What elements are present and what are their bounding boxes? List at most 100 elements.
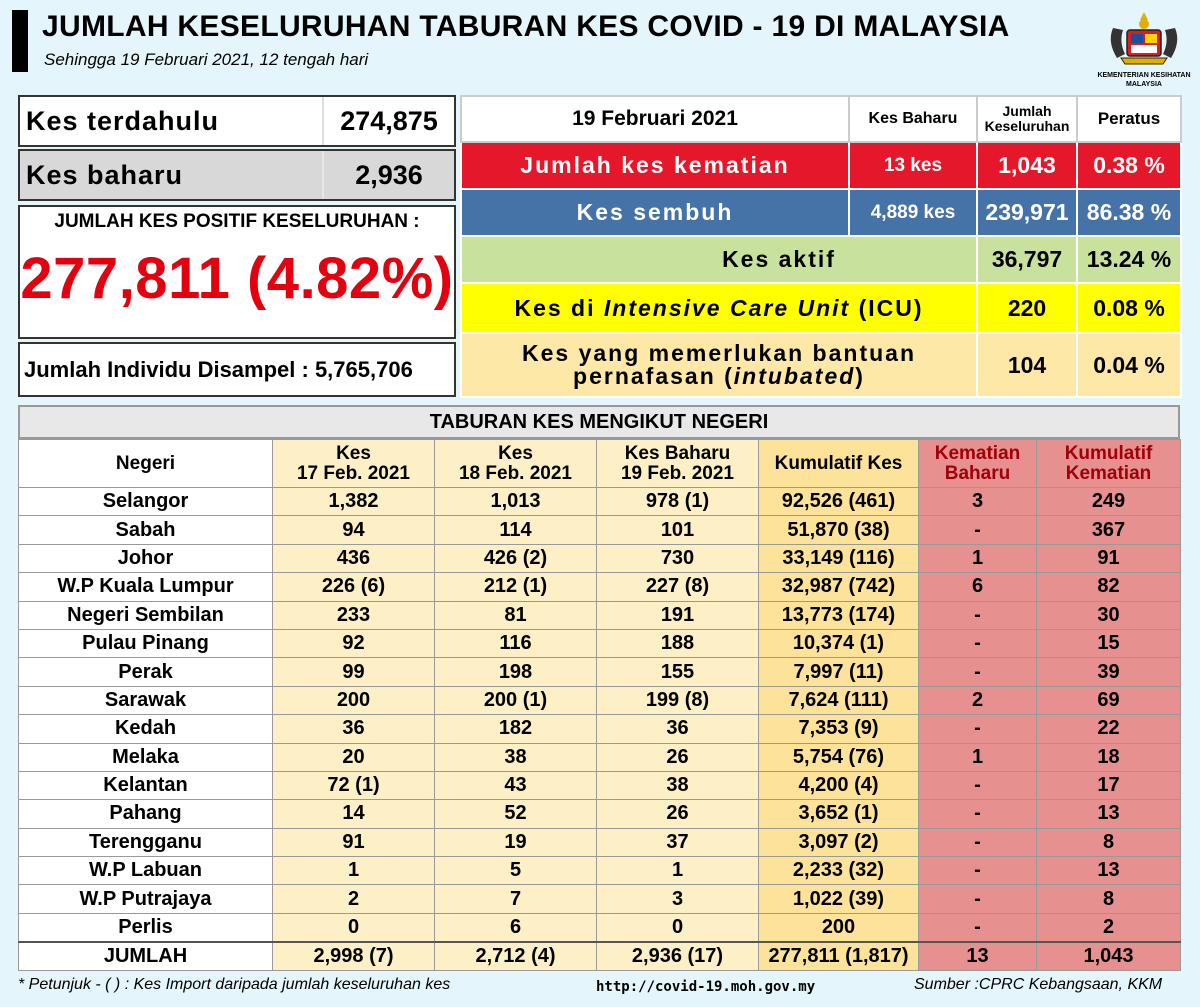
- intubated-label-post: ): [855, 363, 865, 389]
- cumulative-cases: 7,624 (111): [758, 685, 919, 716]
- page-title: JUMLAH KESELURUHAN TABURAN KES COVID - 1…: [42, 10, 1010, 43]
- state-name: Melaka: [18, 742, 273, 772]
- state-name: Perak: [18, 657, 273, 687]
- new-cases-box: Kes baharu 2,936: [18, 149, 456, 201]
- coat-of-arms-icon: [1110, 12, 1178, 65]
- intubated-label-line2: pernafasan (intubated): [462, 365, 976, 388]
- previous-cases-box: Kes terdahulu 274,875: [18, 95, 456, 147]
- table-row: Kelantan 72 (1) 43 38 4,200 (4) -17: [18, 770, 1181, 801]
- summary-total-header: Jumlah Keseluruhan: [976, 95, 1078, 143]
- state-name: Terengganu: [18, 827, 273, 858]
- new-deaths: 1: [918, 742, 1037, 772]
- new-deaths: -: [918, 856, 1037, 886]
- col-new-deaths-l2: Baharu: [944, 462, 1011, 484]
- state-table-title: TABURAN KES MENGIKUT NEGERI: [18, 405, 1180, 439]
- cases-feb17: 99: [272, 657, 435, 687]
- state-name: Kelantan: [18, 770, 273, 801]
- state-name: Negeri Sembilan: [18, 600, 273, 630]
- cases-feb17: 92: [272, 628, 435, 659]
- col-new-deaths: Kematian Baharu: [918, 439, 1037, 488]
- intubated-total: 104: [976, 332, 1078, 398]
- active-row: Kes aktif 36,797 13.24 %: [460, 235, 1182, 284]
- cases-feb19: 0: [596, 912, 759, 943]
- recovered-row: Kes sembuh 4,889 kes 239,971 86.38 %: [460, 188, 1182, 237]
- state-name: W.P Labuan: [18, 856, 273, 886]
- cases-feb19: 730: [596, 543, 759, 574]
- new-cases-value: 2,936: [322, 151, 454, 199]
- icu-label-pre: Kes di: [514, 294, 604, 321]
- cumulative-deaths: 13: [1036, 856, 1181, 886]
- cumulative-cases: 13,773 (174): [758, 600, 919, 630]
- cumulative-deaths: 39: [1036, 657, 1181, 687]
- state-name: Perlis: [18, 912, 273, 943]
- positive-total-box: JUMLAH KES POSITIF KESELURUHAN : 277,811…: [18, 205, 456, 339]
- recovered-total: 239,971: [976, 188, 1078, 237]
- col-cum-deaths: Kumulatif Kematian: [1036, 439, 1181, 488]
- cumulative-cases: 7,353 (9): [758, 714, 919, 744]
- col-feb17: Kes 17 Feb. 2021: [272, 439, 435, 488]
- cases-feb17: 226 (6): [272, 572, 435, 602]
- cases-feb19: 2,936 (17): [596, 940, 759, 971]
- cumulative-cases: 92,526 (461): [758, 486, 919, 517]
- cases-feb19: 1: [596, 856, 759, 886]
- cumulative-cases: 32,987 (742): [758, 572, 919, 602]
- deaths-percent: 0.38 %: [1076, 141, 1182, 190]
- cumulative-deaths: 367: [1036, 515, 1181, 545]
- state-name: Pahang: [18, 799, 273, 829]
- deaths-new: 13 kes: [848, 141, 978, 190]
- cumulative-cases: 51,870 (38): [758, 515, 919, 545]
- new-deaths: -: [918, 912, 1037, 943]
- state-name: Pulau Pinang: [18, 628, 273, 659]
- cases-feb18: 2,712 (4): [434, 940, 597, 971]
- icu-label-post: (ICU): [850, 294, 924, 321]
- cases-feb18: 1,013: [434, 486, 597, 517]
- table-row: Negeri Sembilan 233 81 191 13,773 (174) -30: [18, 600, 1181, 630]
- cases-feb17: 20: [272, 742, 435, 772]
- icu-percent: 0.08 %: [1076, 282, 1182, 334]
- footer-url[interactable]: http://covid-19.moh.gov.my: [596, 979, 816, 995]
- intubated-label-line1: Kes yang memerlukan bantuan: [522, 340, 916, 366]
- new-deaths: -: [918, 827, 1037, 858]
- intubated-label-em: intubated: [733, 363, 856, 389]
- cumulative-deaths: 82: [1036, 572, 1181, 602]
- new-deaths: -: [918, 657, 1037, 687]
- cumulative-cases: 5,754 (76): [758, 742, 919, 772]
- cumulative-deaths: 30: [1036, 600, 1181, 630]
- state-name: Sabah: [18, 515, 273, 545]
- table-row: Perlis 0 6 0 200-2: [18, 912, 1181, 943]
- cases-feb18: 38: [434, 742, 597, 772]
- intubated-row: Kes yang memerlukan bantuan pernafasan (…: [460, 332, 1182, 398]
- table-row: W.P Putrajaya 2 7 3 1,022 (39) -8: [18, 884, 1181, 914]
- state-name: Sarawak: [18, 685, 273, 716]
- cases-feb18: 81: [434, 600, 597, 630]
- cases-feb18: 5: [434, 856, 597, 886]
- intubated-label-pre: pernafasan (: [573, 363, 734, 389]
- col-cum-deaths-l2: Kematian: [1065, 462, 1152, 484]
- table-row: Perak 99 198 155 7,997 (11) -39: [18, 657, 1181, 687]
- table-row: Pulau Pinang 92 116 188 10,374 (1) -15: [18, 628, 1181, 659]
- cumulative-cases: 200: [758, 912, 919, 943]
- new-deaths: -: [918, 515, 1037, 545]
- cases-feb18: 200 (1): [434, 685, 597, 716]
- cumulative-cases: 277,811 (1,817): [758, 940, 919, 971]
- cases-feb18: 182: [434, 714, 597, 744]
- cases-feb19: 36: [596, 714, 759, 744]
- cases-feb19: 38: [596, 770, 759, 801]
- active-total: 36,797: [976, 235, 1078, 284]
- intubated-label: Kes yang memerlukan bantuan pernafasan (…: [460, 332, 978, 398]
- summary-total-header-l2: Keseluruhan: [984, 118, 1070, 134]
- cumulative-cases: 4,200 (4): [758, 770, 919, 801]
- summary-table: 19 Februari 2021 Kes Baharu Jumlah Kesel…: [460, 95, 1182, 398]
- table-row: Sarawak 200 200 (1) 199 (8) 7,624 (111) 2 69: [18, 685, 1181, 716]
- cases-feb17: 0: [272, 912, 435, 943]
- col-feb18-l1: Kes: [498, 442, 533, 464]
- intubated-percent: 0.04 %: [1076, 332, 1182, 398]
- total-row: JUMLAH 2,998 (7) 2,712 (4) 2,936 (17) 277,81…: [18, 940, 1181, 971]
- col-cumulative: Kumulatif Kes: [758, 439, 919, 488]
- cases-feb19: 26: [596, 799, 759, 829]
- summary-new-header: Kes Baharu: [848, 95, 978, 143]
- new-deaths: 3: [918, 486, 1037, 517]
- cases-feb17: 436: [272, 543, 435, 574]
- title-accent-bar: [12, 10, 28, 72]
- previous-cases-label: Kes terdahulu: [26, 105, 220, 136]
